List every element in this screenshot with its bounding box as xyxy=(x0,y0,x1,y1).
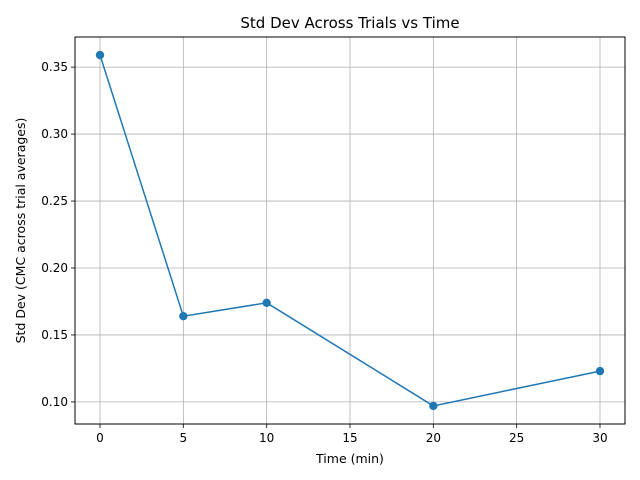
y-axis-label: Std Dev (CMC across trial averages) xyxy=(13,118,28,344)
data-point xyxy=(95,50,105,60)
x-tick-label: 30 xyxy=(592,431,607,445)
data-point xyxy=(595,366,605,376)
y-tick-label: 0.10 xyxy=(41,395,68,409)
grid xyxy=(75,37,625,424)
x-tick-label: 25 xyxy=(509,431,524,445)
data-point xyxy=(262,298,271,308)
chart-title: Std Dev Across Trials vs Time xyxy=(240,14,459,32)
x-axis-label: Time (min) xyxy=(315,451,384,466)
x-tick-label: 10 xyxy=(259,431,274,445)
y-tick-label: 0.35 xyxy=(41,60,68,74)
y-tick-label: 0.15 xyxy=(41,328,68,342)
markers xyxy=(95,50,605,411)
y-tick-label: 0.30 xyxy=(41,127,68,141)
x-tick-label: 0 xyxy=(96,431,104,445)
data-point xyxy=(429,401,438,411)
x-tick-label: 20 xyxy=(426,431,441,445)
x-tick-label: 15 xyxy=(342,431,357,445)
ticks: 0 5 10 15 20 25 30 0.10 0.15 0.20 0.25 0.30 0.35 xyxy=(41,60,607,445)
y-tick-label: 0.25 xyxy=(41,194,68,208)
y-tick-label: 0.20 xyxy=(41,261,68,275)
data-point xyxy=(179,312,188,321)
x-tick-label: 5 xyxy=(180,431,188,445)
